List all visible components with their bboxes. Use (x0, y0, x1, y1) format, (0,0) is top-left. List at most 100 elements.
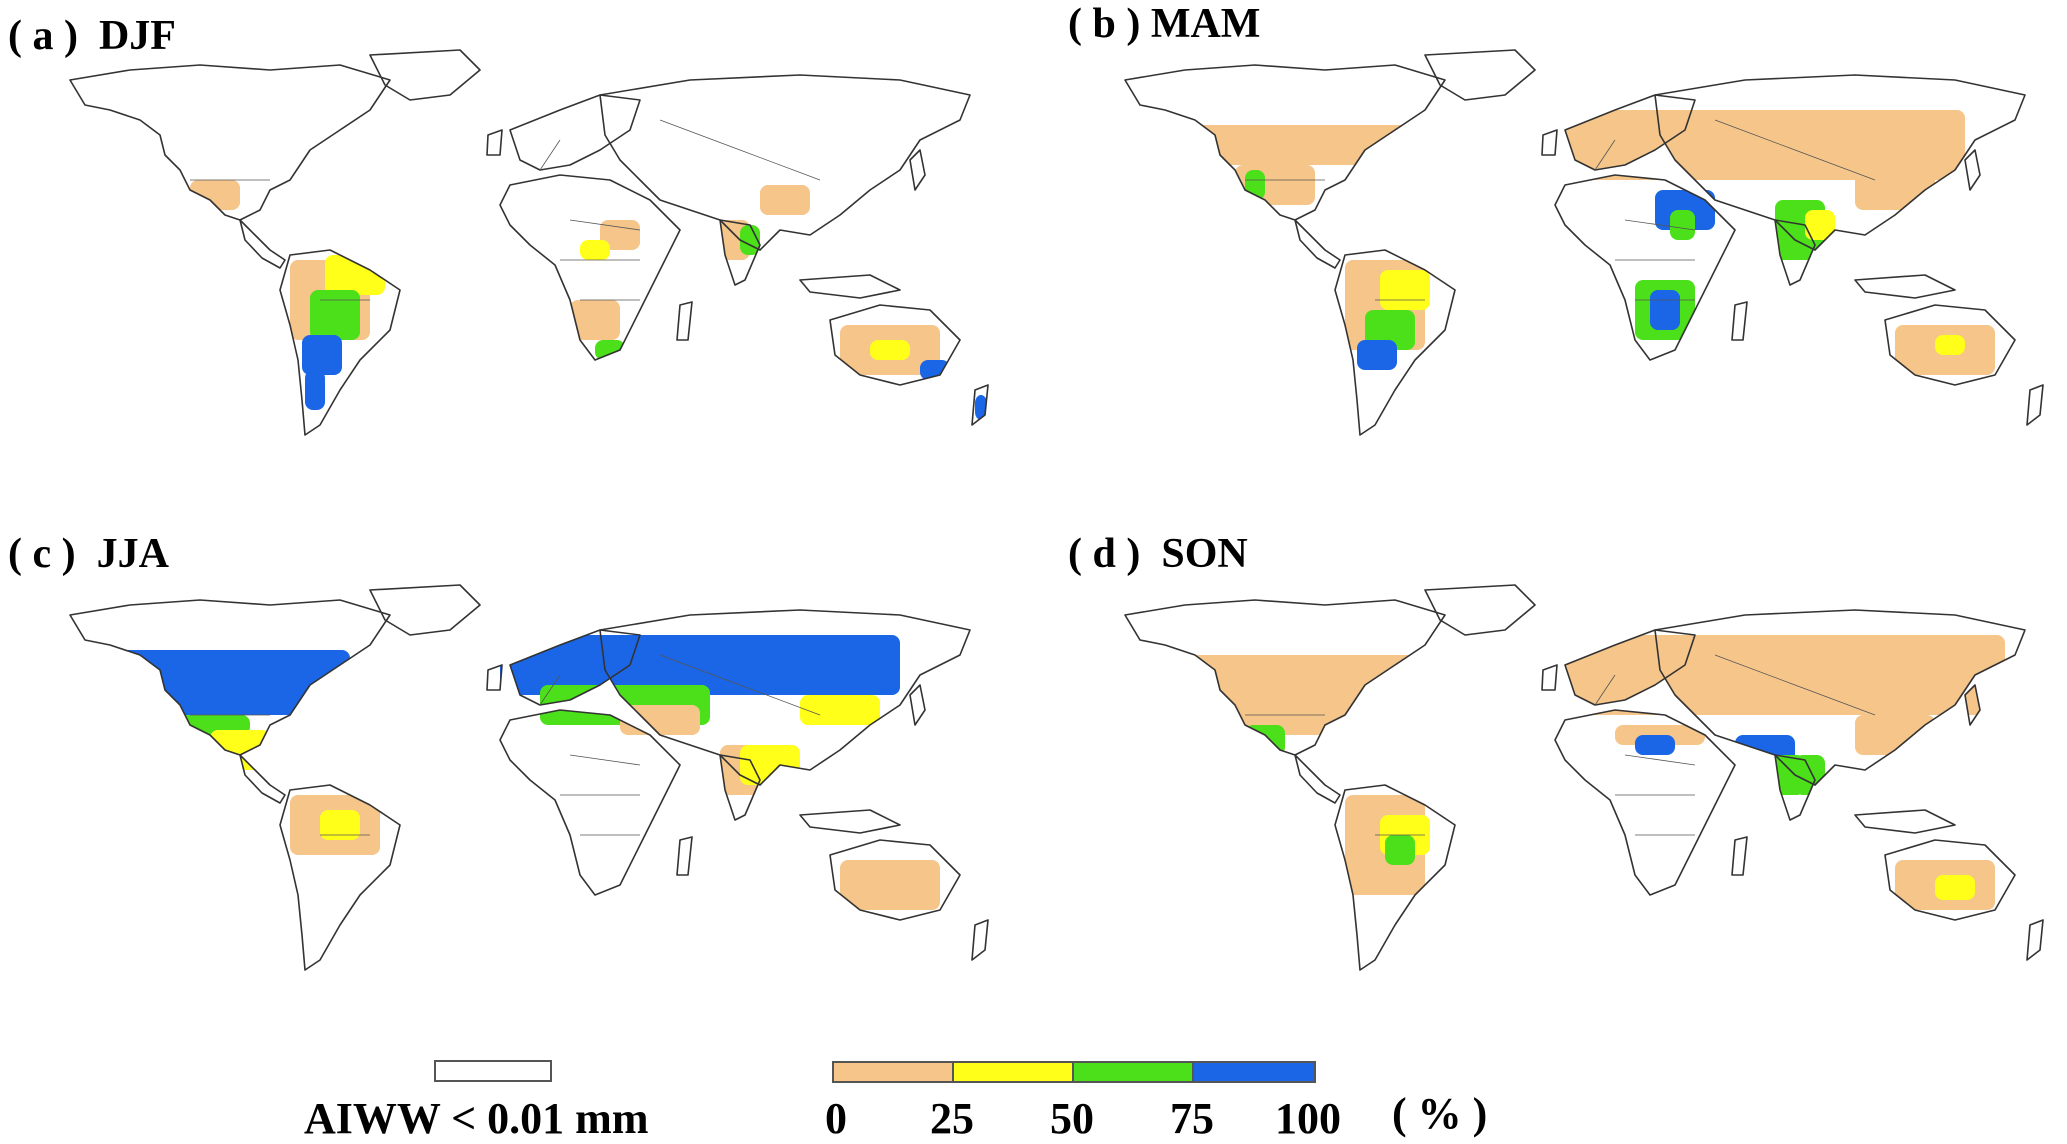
country-border (1624, 219, 1696, 231)
colorbar-segment-25-50 (954, 1063, 1074, 1081)
coastline-uk (486, 129, 503, 156)
country-border (1594, 674, 1616, 706)
coastline-madagascar (1731, 836, 1748, 876)
country-border (1794, 149, 1876, 181)
map-panel-jja (40, 575, 1010, 975)
coastline-indonesia (799, 274, 901, 299)
coastline-europe (509, 629, 641, 706)
coastline-greenland (369, 584, 481, 636)
coastline-madagascar (1731, 301, 1748, 341)
aiww-shading (1155, 110, 1995, 375)
coastline-australia (829, 304, 961, 386)
shade-region (1380, 270, 1430, 310)
coastline-southAmerica (1334, 249, 1456, 436)
coastline-india (719, 754, 761, 821)
coastline-northAmerica (69, 64, 391, 221)
shade-region (760, 185, 810, 215)
colorbar-tick-50: 50 (1050, 1094, 1094, 1143)
shade-region (320, 810, 360, 840)
shade-region (210, 730, 270, 770)
country-border (539, 139, 561, 171)
country-border (1714, 654, 1796, 686)
country-border (739, 684, 821, 716)
coastline-europe (1564, 629, 1696, 706)
shade-region (570, 300, 620, 340)
coastline-asia (1654, 74, 2026, 251)
country-border (1594, 139, 1616, 171)
shade-region (840, 860, 940, 910)
shade-region (1155, 125, 1425, 165)
shade-region (975, 395, 987, 420)
coastline-newZealand (2026, 384, 2044, 426)
shade-region (1245, 725, 1285, 755)
coastline-northAmerica (1124, 64, 1446, 221)
aiww-shading (1155, 635, 2005, 910)
shade-region (1935, 335, 1965, 355)
colorbar-segment-75-100 (1194, 1063, 1314, 1081)
map-panel-son (1095, 575, 2065, 975)
country-border (659, 654, 741, 686)
coastline-uk (486, 664, 503, 691)
coastline-africa (499, 174, 681, 361)
coastline-newZealand (971, 919, 989, 961)
coastline-japan (1964, 149, 1981, 191)
shade-region (620, 705, 700, 735)
country-border (539, 674, 561, 706)
coastline-indonesia (1854, 274, 1956, 299)
shade-region (1385, 835, 1415, 865)
coastline-greenland (369, 49, 481, 101)
coastline-australia (1884, 839, 2016, 921)
shade-region (310, 290, 360, 340)
country-border (1794, 684, 1876, 716)
coastline-indonesia (1854, 809, 1956, 834)
coastline-centralAmerica (1294, 754, 1341, 804)
coastline-india (1774, 219, 1816, 286)
country-border (569, 219, 641, 231)
panel-d-label: ( d ) SON (1068, 531, 1248, 577)
coastline-greenland (1424, 49, 1536, 101)
coastline-uk (1541, 129, 1558, 156)
coastline-centralAmerica (239, 219, 286, 269)
shade-region (870, 340, 910, 360)
shade-region (800, 695, 880, 725)
coastline-southAmerica (279, 249, 401, 436)
coastline-japan (909, 149, 926, 191)
coastline-australia (1884, 304, 2016, 386)
shade-region (325, 255, 385, 295)
coastline-africa (499, 709, 681, 896)
coastline-centralAmerica (1294, 219, 1341, 269)
country-border (1714, 119, 1796, 151)
colorbar (832, 1061, 1316, 1083)
shade-region (500, 635, 900, 695)
world-map-d (1124, 584, 2044, 971)
coastline-northAmerica (1124, 599, 1446, 756)
colorbar-tick-25: 25 (930, 1094, 974, 1143)
coastline-asia (599, 74, 971, 251)
coastline-newZealand (2026, 919, 2044, 961)
map-panel-djf (40, 40, 1010, 440)
shade-region (1650, 290, 1680, 330)
shade-region (305, 370, 325, 410)
country-border (659, 119, 741, 151)
coastline-australia (829, 839, 961, 921)
shade-region (1805, 210, 1835, 240)
shade-region (1635, 735, 1675, 755)
country-border (739, 149, 821, 181)
coastline-asia (1654, 609, 2026, 786)
coastline-southAmerica (1334, 784, 1456, 971)
shade-region (1565, 110, 1965, 180)
coastline-newZealand (971, 384, 989, 426)
coastline-uk (1541, 664, 1558, 691)
coastline-europe (509, 94, 641, 171)
shade-region (600, 220, 640, 250)
aiww-shading (90, 635, 940, 910)
panel-a-label: ( a ) DJF (8, 13, 176, 59)
no-data-label: AIWW < 0.01 mm (304, 1094, 649, 1143)
coastline-indonesia (799, 809, 901, 834)
coastline-japan (1964, 684, 1981, 726)
no-data-swatch (434, 1060, 552, 1082)
panel-c-label: ( c ) JJA (8, 531, 169, 577)
coastline-northAmerica (69, 599, 391, 756)
coastline-asia (599, 609, 971, 786)
coastline-madagascar (676, 301, 693, 341)
